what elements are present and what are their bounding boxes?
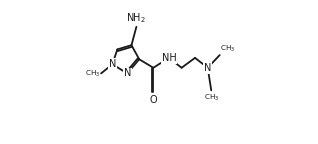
Text: N: N <box>109 59 116 69</box>
Text: CH$_3$: CH$_3$ <box>204 92 219 103</box>
Text: CH$_3$: CH$_3$ <box>220 44 236 54</box>
Text: NH$_2$: NH$_2$ <box>127 12 146 25</box>
Text: N: N <box>204 63 211 73</box>
Text: O: O <box>149 95 157 105</box>
Text: CH$_3$: CH$_3$ <box>85 68 100 78</box>
Text: N: N <box>123 68 131 78</box>
Text: NH: NH <box>162 53 176 63</box>
